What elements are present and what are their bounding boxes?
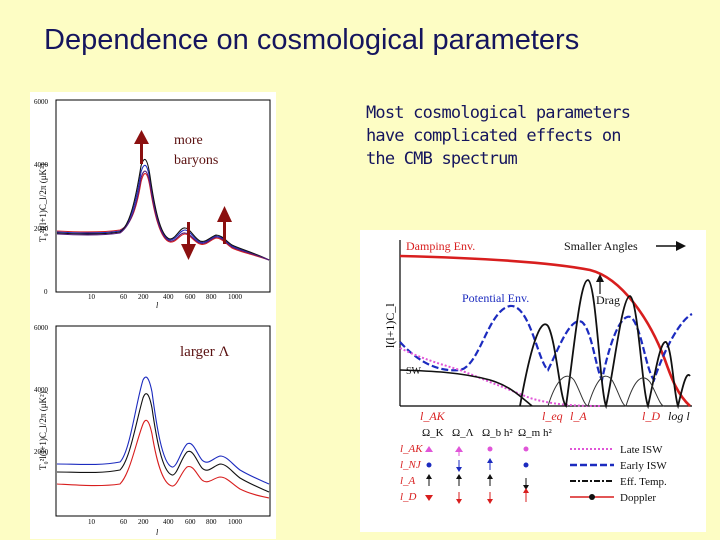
late-isw-curve [399, 347, 601, 407]
marker-l-a: l_A [570, 409, 587, 423]
bottom-ytick-4000: 4000 [34, 386, 49, 394]
top-panel-curves [56, 158, 270, 261]
bottom-curve-red [56, 419, 270, 499]
note-line-3: the CMB spectrum [366, 149, 518, 169]
bottom-xtick-800: 800 [206, 518, 217, 526]
legend-marker-doppler [589, 494, 595, 500]
slide-note: Most cosmological parameters have compli… [366, 102, 686, 171]
drag-arrow [596, 274, 604, 294]
bottom-ytick-2000: 2000 [34, 448, 49, 456]
up-arrow-left-shaft [140, 142, 143, 164]
top-xtick-10: 10 [88, 293, 96, 301]
potential-envelope [399, 304, 693, 384]
sw-curve [399, 369, 533, 407]
acoustic-peaks [519, 279, 691, 410]
top-xtick-60: 60 [120, 293, 128, 301]
param-matrix [425, 446, 529, 504]
legend-late-isw: Late ISW [620, 444, 663, 456]
down-arrow-shaft [187, 222, 190, 248]
row-label-l-ak: l_AK [400, 443, 423, 455]
bottom-ytick-6000: 6000 [34, 324, 49, 332]
slide-title: Dependence on cosmological parameters [44, 24, 580, 56]
note-line-1: Most cosmological parameters [366, 103, 631, 123]
row-label-l-nj: l_NJ [400, 459, 422, 471]
bottom-panel-curves [56, 376, 270, 499]
down-arrow-head [181, 244, 196, 260]
top-ytick-6000: 6000 [34, 98, 49, 106]
marker-l-eq: l_eq [542, 409, 563, 423]
smaller-angles-arrow [656, 241, 686, 251]
note-line-2: have complicated effects on [366, 126, 622, 146]
bottom-xtick-60: 60 [120, 518, 128, 526]
right-figure: l(l+1)C_l Damping Env. Smaller Angles Po… [360, 230, 706, 532]
bottom-xtick-600: 600 [185, 518, 196, 526]
top-x-axis-label: l [156, 301, 159, 310]
bottom-x-axis-label: l [156, 528, 159, 537]
top-xtick-1000: 1000 [228, 293, 243, 301]
bottom-y-axis-label: T₀²l(l+1)C_l/2π (μK²) [38, 391, 48, 470]
top-curve-black [56, 158, 270, 261]
marker-l-ak: l_AK [420, 409, 446, 423]
right-figure-svg: l(l+1)C_l Damping Env. Smaller Angles Po… [383, 239, 693, 504]
up-arrow-right-head [217, 206, 232, 222]
row-label-l-a: l_A [400, 475, 416, 487]
label-drag: Drag [596, 293, 620, 307]
top-xtick-200: 200 [138, 293, 149, 301]
param-omega-m: Ω_m h² [518, 427, 552, 439]
param-omega-k: Ω_K [422, 427, 444, 439]
top-panel-frame [55, 99, 271, 293]
top-xtick-600: 600 [185, 293, 196, 301]
legend: Late ISW Early ISW Eff. Temp. Doppler [570, 444, 667, 504]
right-y-axis-label: l(l+1)C_l [383, 303, 397, 348]
damping-envelope [399, 254, 691, 407]
up-arrow-right-shaft [223, 220, 226, 244]
label-damping: Damping Env. [406, 239, 475, 253]
top-y-axis-label: T₀²l(l+1)C_l/2π (μK²) [38, 163, 48, 242]
param-omega-lambda: Ω_Λ [452, 427, 474, 439]
top-curve-blue [56, 164, 270, 261]
left-figure: 6000 4000 2000 0 6000 4000 2000 T₀²l(l+1… [30, 92, 276, 539]
up-arrow-left-head [134, 130, 149, 144]
top-xtick-800: 800 [206, 293, 217, 301]
marker-log-l: log l [668, 409, 690, 423]
top-ytick-0: 0 [44, 288, 48, 296]
bottom-panel-frame [55, 325, 271, 517]
annotation-larger-lambda: larger Λ [180, 344, 229, 360]
arrows [134, 130, 232, 260]
bottom-xtick-1000: 1000 [228, 518, 243, 526]
top-xtick-400: 400 [163, 293, 174, 301]
bottom-xtick-10: 10 [88, 518, 96, 526]
doppler-curve [547, 375, 665, 407]
label-sw: SW [406, 366, 422, 377]
legend-doppler: Doppler [620, 492, 656, 504]
label-smaller-angles: Smaller Angles [564, 239, 638, 253]
param-omega-b: Ω_b h² [482, 427, 513, 439]
label-potential: Potential Env. [462, 291, 529, 305]
annotation-baryons: baryons [174, 153, 218, 168]
top-ytick-2000: 2000 [34, 225, 49, 233]
bottom-curve-black [56, 393, 270, 493]
marker-l-d: l_D [642, 409, 660, 423]
row-label-l-d: l_D [400, 491, 417, 503]
legend-early-isw: Early ISW [620, 460, 667, 472]
left-figure-svg: 6000 4000 2000 0 6000 4000 2000 T₀²l(l+1… [34, 98, 271, 537]
bottom-xtick-200: 200 [138, 518, 149, 526]
bottom-curve-blue [56, 376, 270, 485]
legend-eff-temp: Eff. Temp. [620, 476, 667, 488]
top-ytick-4000: 4000 [34, 161, 49, 169]
annotation-more: more [174, 133, 203, 148]
bottom-xtick-400: 400 [163, 518, 174, 526]
